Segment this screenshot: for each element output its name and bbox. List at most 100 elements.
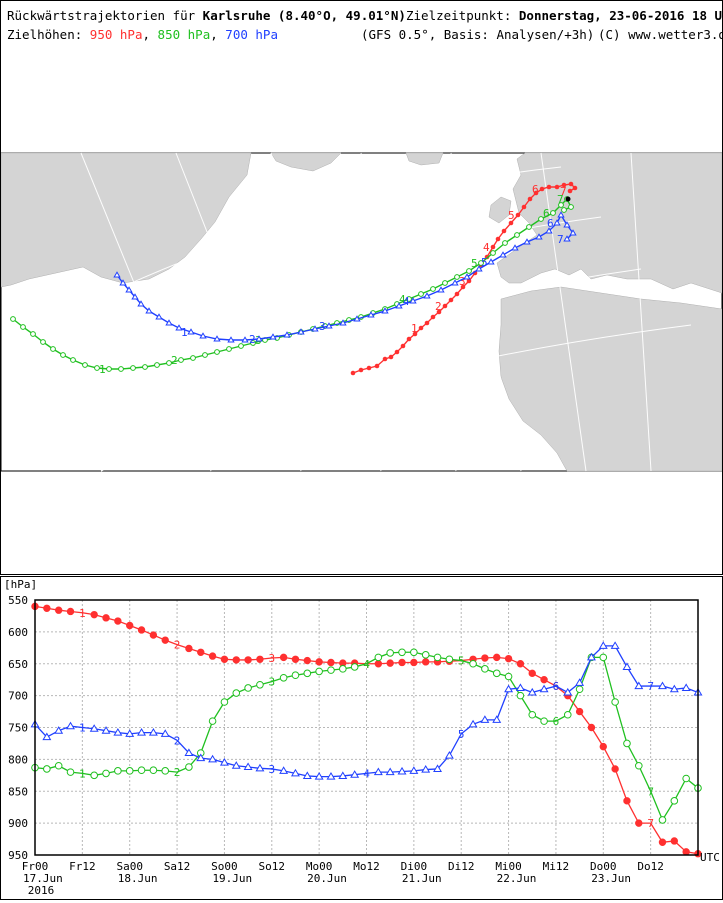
trajectory-point bbox=[142, 364, 148, 370]
trajectory-point bbox=[250, 340, 256, 346]
trajectory-point bbox=[412, 331, 418, 337]
trajectory-point bbox=[406, 296, 412, 302]
trajectory-point bbox=[20, 324, 26, 330]
data-point bbox=[290, 768, 300, 777]
series-day-label: 3 bbox=[268, 652, 275, 665]
data-point bbox=[54, 606, 63, 614]
trajectory-point bbox=[572, 185, 578, 191]
trajectory-point bbox=[125, 286, 133, 293]
trajectory-day-label: 1 bbox=[99, 363, 106, 376]
data-point bbox=[315, 658, 323, 666]
trajectory-point bbox=[511, 244, 519, 251]
trajectory-point bbox=[190, 355, 196, 361]
data-point bbox=[350, 770, 360, 778]
trajectory-point bbox=[155, 313, 163, 320]
trajectory-point bbox=[502, 240, 508, 246]
data-point bbox=[126, 621, 134, 630]
x-tick-label: So12 bbox=[259, 860, 286, 873]
data-point bbox=[244, 656, 252, 664]
trajectory-day-label: 3 bbox=[459, 275, 466, 288]
y-tick-label: 650 bbox=[8, 658, 28, 671]
data-point bbox=[635, 761, 643, 770]
data-point bbox=[90, 771, 98, 780]
data-point bbox=[670, 837, 679, 845]
data-point bbox=[481, 654, 489, 662]
trajectory-point bbox=[430, 286, 436, 292]
data-point bbox=[528, 669, 536, 678]
plot-frame bbox=[34, 599, 699, 856]
data-point bbox=[43, 765, 51, 773]
trajectory-point bbox=[113, 271, 121, 278]
series-day-label: 7 bbox=[647, 785, 654, 798]
trajectory-day-label: 4 bbox=[403, 295, 410, 308]
data-point bbox=[681, 683, 691, 691]
data-point bbox=[327, 666, 335, 674]
data-point bbox=[397, 766, 407, 775]
series-line bbox=[34, 651, 699, 822]
series-day-label: 7 bbox=[647, 680, 654, 693]
data-point bbox=[669, 684, 679, 693]
trajectory-day-label: 7 bbox=[560, 185, 567, 198]
data-point bbox=[66, 721, 75, 730]
trajectory-point bbox=[50, 346, 56, 352]
data-point bbox=[373, 767, 383, 776]
data-point bbox=[469, 659, 477, 668]
x-tick-label: Fr00 bbox=[22, 860, 49, 873]
data-point bbox=[444, 750, 454, 759]
graticule-meridian bbox=[630, 152, 652, 472]
trajectory-point bbox=[60, 352, 66, 358]
trajectory-point bbox=[388, 354, 394, 360]
trajectory-point bbox=[82, 362, 88, 368]
trajectory-point bbox=[283, 331, 291, 338]
trajectory-point bbox=[154, 362, 160, 368]
data-point bbox=[575, 707, 584, 716]
trajectory-point bbox=[418, 325, 424, 331]
data-point bbox=[386, 659, 394, 667]
trajectory-point bbox=[214, 349, 220, 355]
data-point bbox=[433, 653, 442, 662]
series-day-label: 4 bbox=[363, 767, 370, 780]
data-point bbox=[575, 678, 585, 686]
y-tick-label: 800 bbox=[8, 753, 28, 766]
data-point bbox=[149, 631, 158, 639]
data-point bbox=[279, 766, 289, 774]
trajectory-point bbox=[381, 307, 389, 314]
trajectory-point bbox=[382, 356, 388, 362]
data-point bbox=[137, 728, 147, 736]
target-time-label: Zielzeitpunkt: bbox=[406, 8, 519, 23]
trajectory-point bbox=[165, 319, 173, 326]
series-day-label: 6 bbox=[553, 680, 560, 693]
trajectory-point bbox=[40, 339, 46, 345]
y-tick-label: 850 bbox=[8, 785, 28, 798]
data-point bbox=[409, 766, 419, 774]
model-info: (GFS 0.5°, Basis: Analysen/+3h) bbox=[361, 27, 595, 42]
levels-line: Zielhöhen: 950 hPa, 850 hPa, 700 hPa bbox=[7, 27, 278, 42]
trajectory-path bbox=[116, 213, 574, 341]
data-point bbox=[42, 732, 52, 741]
trajectory-point bbox=[558, 202, 564, 208]
x-date-label: 18.Jun bbox=[118, 872, 158, 885]
trajectory-point bbox=[227, 336, 235, 343]
trajectory-point bbox=[527, 196, 533, 202]
trajectory-point bbox=[563, 221, 571, 228]
data-point bbox=[327, 658, 335, 667]
trajectory-point bbox=[523, 238, 531, 245]
data-point bbox=[410, 658, 418, 667]
trajectory-point bbox=[145, 307, 153, 314]
trajectory-day-label: 2 bbox=[249, 333, 256, 346]
data-point bbox=[586, 652, 596, 661]
data-point bbox=[326, 772, 336, 780]
x-tick-label: Do12 bbox=[637, 860, 664, 873]
utc-label: UTC bbox=[700, 851, 720, 864]
trajectory-point bbox=[508, 220, 514, 226]
series-2: 1 2 3 4 5 6 7 bbox=[30, 641, 703, 780]
trajectory-point bbox=[538, 216, 544, 222]
trajectory-point bbox=[94, 365, 100, 371]
x-tick-label: Do00 bbox=[590, 860, 617, 873]
trajectory-point bbox=[487, 258, 495, 265]
trajectory-point bbox=[241, 336, 249, 343]
x-tick-label: Di00 bbox=[401, 860, 428, 873]
trajectory-point bbox=[175, 324, 183, 331]
